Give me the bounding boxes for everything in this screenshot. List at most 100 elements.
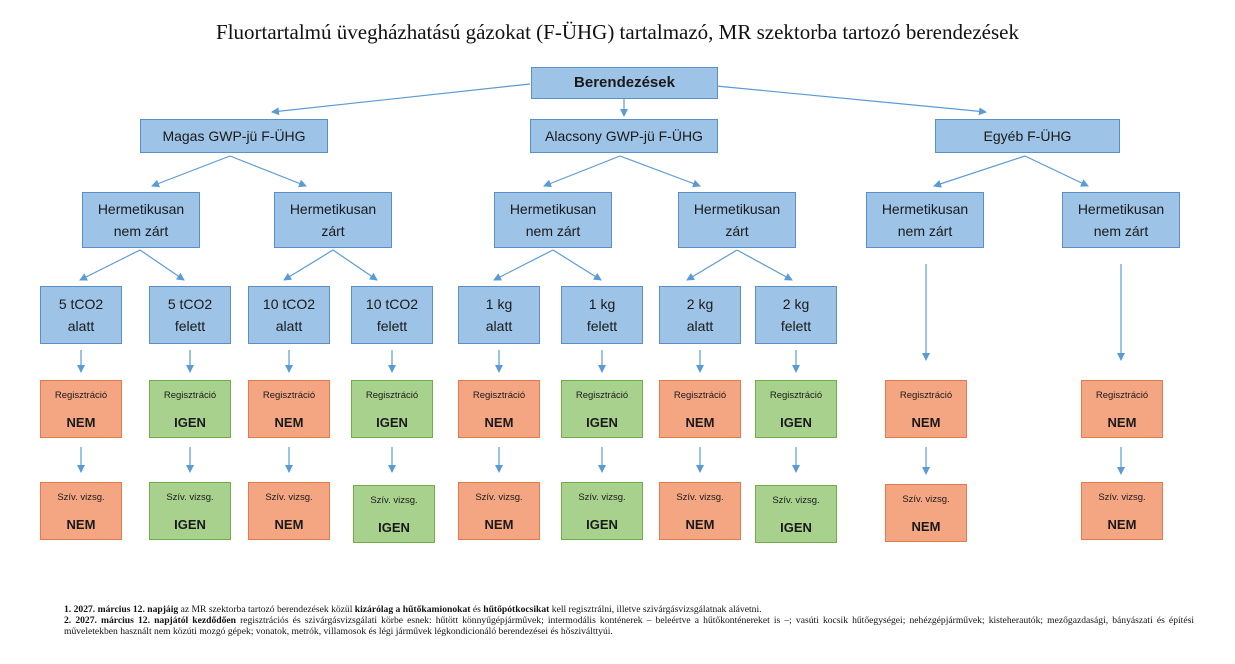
leak-check-value: IGEN xyxy=(780,520,812,535)
registration-box: Regisztráció NEM xyxy=(885,380,967,438)
footnotes: 1. 2027. március 12. napjáig az MR szekt… xyxy=(64,604,1194,637)
threshold-10t-above: 10 tCO2 felett xyxy=(351,286,433,344)
threshold-line1: 2 kg xyxy=(782,296,810,312)
sub-line1: Hermetikusan xyxy=(97,201,185,217)
sub-other-not-sealed-b: Hermetikusan nem zárt xyxy=(1062,192,1180,248)
registration-box: Regisztráció IGEN xyxy=(149,380,231,438)
registration-box: Regisztráció NEM xyxy=(659,380,741,438)
sub-line2: zárt xyxy=(725,223,749,239)
registration-label: Regisztráció xyxy=(575,390,629,401)
leak-check-value: NEM xyxy=(66,517,96,532)
leak-check-label: Szív. vizsg. xyxy=(166,492,214,503)
root-node: Berendezések xyxy=(531,67,718,99)
footnote-2-number: 2. xyxy=(64,615,72,626)
footnote-1-date: 2027. március 12. napjáig xyxy=(73,604,179,615)
sub-low-not-sealed: Hermetikusan nem zárt xyxy=(494,192,612,248)
registration-box: Regisztráció NEM xyxy=(40,380,122,438)
category-low-gwp: Alacsony GWP-jü F-ÜHG xyxy=(530,119,718,153)
leak-check-box: Szív. vizsg. NEM xyxy=(248,482,330,540)
registration-value: IGEN xyxy=(376,415,408,430)
registration-value: IGEN xyxy=(174,415,206,430)
threshold-line2: felett xyxy=(586,318,618,334)
category-other: Egyéb F-ÜHG xyxy=(935,119,1120,153)
sub-high-sealed: Hermetikusan zárt xyxy=(274,192,392,248)
leak-check-label: Szív. vizsg. xyxy=(265,492,313,503)
leak-check-label: Szív. vizsg. xyxy=(57,492,105,503)
threshold-line1: 5 tCO2 xyxy=(167,296,213,312)
registration-value: NEM xyxy=(685,415,715,430)
sub-line2: nem zárt xyxy=(113,223,169,239)
threshold-line2: felett xyxy=(174,318,206,334)
threshold-line2: felett xyxy=(376,318,408,334)
registration-label: Regisztráció xyxy=(262,390,316,401)
threshold-line1: 10 tCO2 xyxy=(365,296,419,312)
registration-box: Regisztráció IGEN xyxy=(561,380,643,438)
footnote-1-text-c: kell regisztrálni, illetve szivárgásvizs… xyxy=(549,604,762,615)
threshold-line1: 1 kg xyxy=(485,296,513,312)
sub-high-not-sealed: Hermetikusan nem zárt xyxy=(82,192,200,248)
threshold-line1: 5 tCO2 xyxy=(58,296,104,312)
sub-line2: zárt xyxy=(321,223,345,239)
threshold-1kg-above: 1 kg felett xyxy=(561,286,643,344)
footnote-1-bold-3: hűtőpótkocsikat xyxy=(483,604,550,615)
threshold-2kg-below: 2 kg alatt xyxy=(659,286,741,344)
footnote-1-text-b: és xyxy=(470,604,484,615)
sub-low-sealed: Hermetikusan zárt xyxy=(678,192,796,248)
threshold-line1: 2 kg xyxy=(686,296,714,312)
leak-check-box: Szív. vizsg. NEM xyxy=(659,482,741,540)
leak-check-box: Szív. vizsg. IGEN xyxy=(755,485,837,543)
leak-check-box: Szív. vizsg. NEM xyxy=(1081,482,1163,540)
sub-line1: Hermetikusan xyxy=(881,201,969,217)
registration-value: IGEN xyxy=(780,415,812,430)
leak-check-label: Szív. vizsg. xyxy=(370,495,418,506)
leak-check-label: Szív. vizsg. xyxy=(676,492,724,503)
threshold-line2: alatt xyxy=(67,318,95,334)
sub-line1: Hermetikusan xyxy=(509,201,597,217)
threshold-line1: 10 tCO2 xyxy=(262,296,316,312)
leak-check-label: Szív. vizsg. xyxy=(475,492,523,503)
footnote-1: 1. 2027. március 12. napjáig az MR szekt… xyxy=(64,604,1194,615)
registration-box: Regisztráció IGEN xyxy=(351,380,433,438)
registration-value: NEM xyxy=(274,415,304,430)
diagram-title: Fluortartalmú üvegházhatású gázokat (F-Ü… xyxy=(216,20,1019,44)
leak-check-box: Szív. vizsg. NEM xyxy=(885,484,967,542)
footnote-1-bold-2: kizárólag a hűtőkamionokat xyxy=(354,604,471,615)
registration-label: Regisztráció xyxy=(1095,390,1149,401)
footnote-2: 2. 2027. március 12. napjától kezdődően … xyxy=(64,615,1194,637)
registration-label: Regisztráció xyxy=(769,390,823,401)
sub-line2: nem zárt xyxy=(897,223,953,239)
registration-value: NEM xyxy=(484,415,514,430)
registration-label: Regisztráció xyxy=(54,390,108,401)
threshold-5t-below: 5 tCO2 alatt xyxy=(40,286,122,344)
sub-other-not-sealed-a: Hermetikusan nem zárt xyxy=(866,192,984,248)
leak-check-label: Szív. vizsg. xyxy=(1098,492,1146,503)
footnote-2-text: regisztrációs és szivárgásvizsgálati kör… xyxy=(64,615,1194,637)
leak-check-value: NEM xyxy=(274,517,304,532)
sub-line1: Hermetikusan xyxy=(289,201,377,217)
threshold-10t-below: 10 tCO2 alatt xyxy=(248,286,330,344)
registration-value: IGEN xyxy=(586,415,618,430)
registration-value: NEM xyxy=(1107,415,1137,430)
leak-check-box: Szív. vizsg. NEM xyxy=(40,482,122,540)
category-high-gwp: Magas GWP-jü F-ÜHG xyxy=(140,119,328,153)
footnote-1-number: 1. xyxy=(64,604,72,615)
threshold-2kg-above: 2 kg felett xyxy=(755,286,837,344)
leak-check-box: Szív. vizsg. IGEN xyxy=(561,482,643,540)
threshold-line2: alatt xyxy=(275,318,303,334)
threshold-line2: felett xyxy=(780,318,812,334)
registration-box: Regisztráció NEM xyxy=(248,380,330,438)
registration-label: Regisztráció xyxy=(163,390,217,401)
leak-check-label: Szív. vizsg. xyxy=(578,492,626,503)
sub-line2: nem zárt xyxy=(525,223,581,239)
threshold-line2: alatt xyxy=(485,318,513,334)
leak-check-box: Szív. vizsg. IGEN xyxy=(353,485,435,543)
leak-check-value: NEM xyxy=(484,517,514,532)
registration-value: NEM xyxy=(66,415,96,430)
registration-box: Regisztráció IGEN xyxy=(755,380,837,438)
registration-label: Regisztráció xyxy=(899,390,953,401)
leak-check-label: Szív. vizsg. xyxy=(772,495,820,506)
leak-check-box: Szív. vizsg. NEM xyxy=(458,482,540,540)
footnote-2-date: 2027. március 12. napjától kezdődően xyxy=(75,615,236,626)
registration-label: Regisztráció xyxy=(673,390,727,401)
